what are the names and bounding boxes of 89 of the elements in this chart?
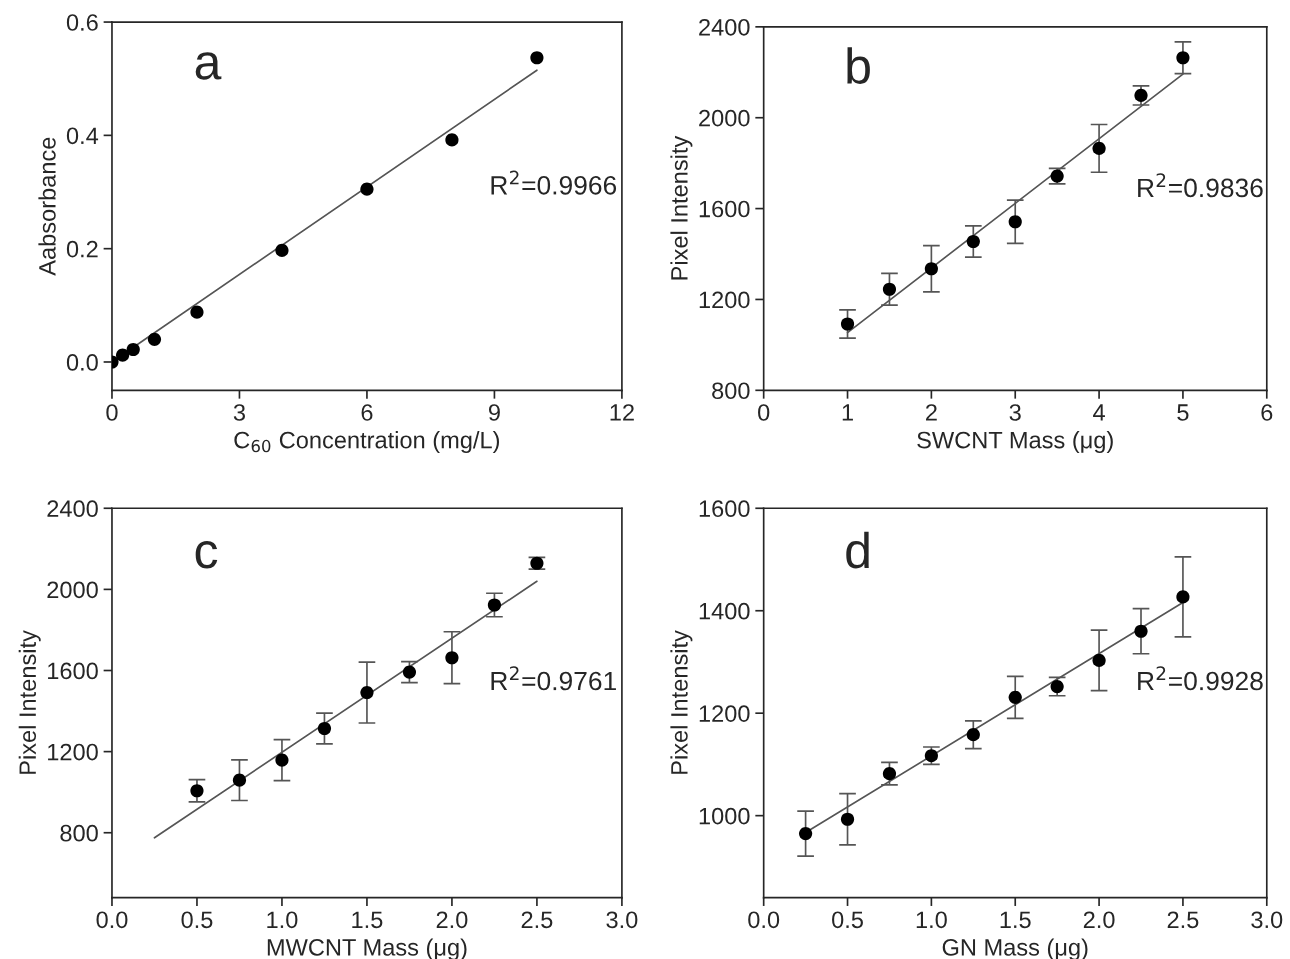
y-tick-label: 2000 bbox=[699, 109, 750, 127]
point bbox=[116, 348, 130, 362]
y-axis-title: Pixel Intensity bbox=[670, 630, 693, 774]
y-tick-label: 1600 bbox=[699, 500, 750, 518]
y-tick-label: 1600 bbox=[48, 662, 98, 680]
x-tick-label: 3.0 bbox=[606, 911, 638, 929]
x-tick-label: 12 bbox=[610, 404, 634, 421]
point bbox=[1008, 690, 1022, 704]
x-tick-label: 6 bbox=[1261, 404, 1273, 421]
annotation: b bbox=[847, 47, 870, 84]
x-tick-label: 1.0 bbox=[267, 911, 298, 929]
annotation: R$^{2}$=0.9761 bbox=[491, 666, 616, 691]
point bbox=[232, 773, 247, 787]
y-axis-title: Aabsorbance bbox=[38, 137, 56, 276]
point bbox=[966, 728, 980, 742]
x-tick-label: 2.5 bbox=[521, 911, 553, 929]
y-tick-label: 1000 bbox=[699, 807, 750, 825]
y-tick-label: 800 bbox=[712, 382, 750, 400]
point bbox=[126, 342, 140, 357]
point bbox=[487, 598, 502, 612]
x-tick-label: 4 bbox=[1093, 404, 1105, 421]
y-tick-label: 0.0 bbox=[66, 354, 98, 371]
x-tick-label: 0.0 bbox=[96, 911, 128, 929]
point bbox=[840, 812, 855, 826]
x-tick-label: 2 bbox=[926, 404, 937, 421]
point bbox=[882, 282, 897, 296]
annotation: R$^{2}$=0.9836 bbox=[1138, 173, 1263, 198]
point bbox=[1092, 141, 1106, 155]
annotation: c bbox=[195, 541, 218, 569]
y-tick-label: 1200 bbox=[48, 743, 98, 761]
point bbox=[190, 784, 204, 798]
x-axis-title: SWCNT Mass (μg) bbox=[917, 431, 1113, 454]
y-axis-title: Pixel Intensity bbox=[18, 630, 41, 774]
point bbox=[1134, 624, 1148, 638]
y-tick-label: 2000 bbox=[47, 581, 98, 599]
x-tick-label: 0 bbox=[106, 404, 118, 421]
point bbox=[445, 651, 459, 665]
y-axis-title: Pixel Intensity bbox=[670, 135, 693, 280]
point bbox=[1092, 653, 1106, 668]
annotation: d bbox=[846, 531, 869, 569]
y-tick-label: 1200 bbox=[699, 291, 750, 309]
y-tick-label: 1200 bbox=[699, 705, 750, 722]
y-tick-label: 0.6 bbox=[66, 14, 98, 31]
point bbox=[799, 827, 813, 841]
point bbox=[530, 51, 544, 65]
x-tick-label: 0.0 bbox=[748, 911, 780, 929]
x-tick-label: 0 bbox=[758, 404, 770, 421]
point bbox=[360, 182, 374, 196]
y-tick-label: 1400 bbox=[699, 602, 750, 620]
point bbox=[275, 243, 289, 257]
x-tick-label: 3.0 bbox=[1251, 911, 1283, 929]
annotation: R$^{2}$=0.9966 bbox=[491, 170, 617, 195]
y-tick-label: 2400 bbox=[47, 500, 98, 518]
point bbox=[445, 133, 459, 147]
x-tick-label: 1.5 bbox=[352, 911, 383, 929]
x-tick-label: 1.0 bbox=[916, 911, 947, 929]
y-tick-label: 800 bbox=[60, 824, 98, 842]
x-tick-label: 3 bbox=[233, 404, 245, 421]
point bbox=[966, 234, 980, 249]
x-tick-label: 6 bbox=[361, 404, 373, 421]
point bbox=[402, 665, 417, 679]
point bbox=[360, 686, 374, 700]
x-tick-label: 2.0 bbox=[436, 911, 468, 929]
point bbox=[1008, 215, 1022, 229]
point bbox=[275, 753, 289, 767]
x-tick-label: 9 bbox=[488, 404, 500, 421]
y-tick-label: 1600 bbox=[699, 200, 750, 218]
x-tick-label: 0.5 bbox=[181, 911, 213, 929]
x-tick-label: 5 bbox=[1177, 404, 1189, 421]
x-tick-label: 2.5 bbox=[1167, 911, 1199, 929]
y-tick-label: 0.2 bbox=[66, 240, 98, 258]
point bbox=[840, 317, 855, 331]
y-tick-label: 2400 bbox=[699, 18, 750, 36]
point bbox=[147, 332, 162, 346]
annotation: R$^{2}$=0.9928 bbox=[1138, 666, 1263, 691]
point bbox=[882, 767, 897, 781]
point bbox=[924, 262, 938, 276]
x-tick-label: 2.0 bbox=[1083, 911, 1115, 929]
point bbox=[190, 305, 204, 319]
x-tick-label: 1.5 bbox=[1000, 911, 1031, 929]
y-tick-label: 0.4 bbox=[66, 127, 99, 145]
point bbox=[1176, 590, 1190, 604]
point bbox=[317, 721, 332, 736]
x-tick-label: 3 bbox=[1009, 404, 1021, 421]
x-axis-title: C$_{60}$ Concentration (mg/L) bbox=[234, 431, 500, 454]
annotation: a bbox=[195, 52, 222, 80]
x-tick-label: 1 bbox=[842, 404, 853, 421]
point bbox=[1176, 51, 1190, 65]
x-tick-label: 0.5 bbox=[832, 911, 863, 929]
